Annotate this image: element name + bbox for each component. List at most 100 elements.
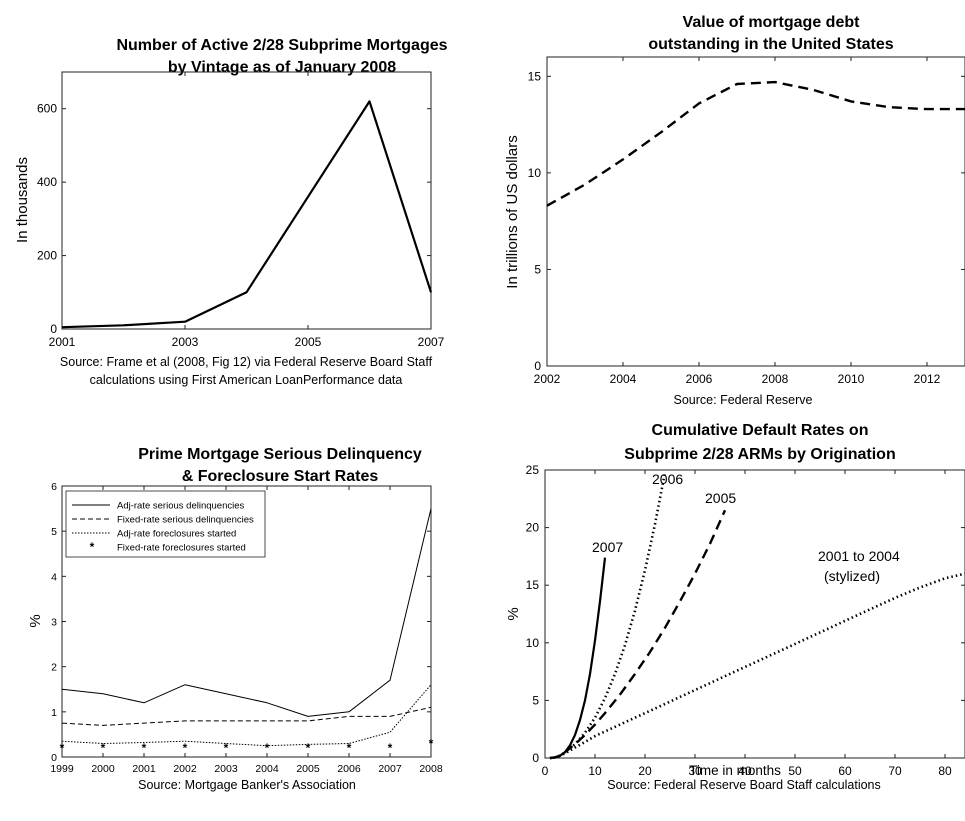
- x-tick-label: 2001: [132, 763, 156, 775]
- chart-title-line: Value of mortgage debt: [683, 14, 861, 31]
- x-tick-label: 2006: [337, 763, 361, 775]
- y-tick-label: 0: [532, 751, 539, 765]
- y-axis-label: In trillions of US dollars: [504, 135, 521, 288]
- x-tick-label: 60: [838, 764, 852, 778]
- chart-title-line: Cumulative Default Rates on: [652, 422, 869, 439]
- x-tick-label: 2003: [214, 763, 238, 775]
- plot-frame: [546, 56, 965, 367]
- x-tick-label: 2007: [418, 335, 445, 349]
- x-tick-label: 2003: [172, 335, 199, 349]
- x-tick-label: 0: [542, 764, 549, 778]
- data-point-star: *: [429, 736, 434, 750]
- x-tick-label: 2005: [296, 763, 320, 775]
- chart-title-line: Prime Mortgage Serious Delinquency: [138, 446, 422, 463]
- y-tick-label: 5: [534, 262, 541, 276]
- curve-label: 2006: [652, 471, 683, 487]
- y-tick-label: 600: [37, 102, 57, 116]
- chart-title-line: Subprime 2/28 ARMs by Origination: [624, 446, 895, 463]
- chart-title-line: Number of Active 2/28 Subprime Mortgages: [116, 37, 447, 54]
- plot-frame: [61, 71, 432, 330]
- y-tick-label: 6: [51, 481, 57, 493]
- y-tick-label: 10: [528, 166, 542, 180]
- source-line: calculations using First American LoanPe…: [90, 373, 403, 387]
- legend-entry-label: Fixed-rate serious delinquencies: [117, 515, 254, 526]
- data-point-star: *: [265, 741, 270, 755]
- x-tick-label: 2008: [762, 372, 789, 386]
- y-tick-label: 1: [51, 707, 57, 719]
- x-tick-label: 20: [638, 764, 652, 778]
- source-line: Source: Frame et al (2008, Fig 12) via F…: [60, 355, 433, 369]
- curve-label: 2001 to 2004: [818, 548, 900, 564]
- data-point-star: *: [224, 741, 229, 755]
- y-tick-label: 3: [51, 617, 57, 629]
- x-tick-label: 30: [688, 764, 702, 778]
- x-tick-label: 1999: [50, 763, 74, 775]
- y-tick-label: 15: [526, 578, 540, 592]
- y-tick-label: 20: [526, 521, 540, 535]
- series-line: [61, 684, 432, 747]
- chart-3: Prime Mortgage Serious Delinquency & Fore…: [27, 446, 443, 792]
- series-line: [546, 80, 965, 207]
- x-tick-label: 2000: [91, 763, 115, 775]
- series-line: [61, 508, 432, 717]
- series-line: [549, 509, 727, 760]
- x-tick-label: 50: [788, 764, 802, 778]
- y-tick-label: 25: [526, 463, 540, 477]
- data-point-star: *: [347, 741, 352, 755]
- chart-title-line: outstanding in the United States: [648, 36, 893, 53]
- source-line: Source: Mortgage Banker's Association: [138, 778, 356, 792]
- y-tick-label: 5: [51, 526, 57, 538]
- y-tick-label: 15: [528, 69, 542, 83]
- legend-marker: *: [90, 540, 95, 554]
- x-tick-label: 80: [938, 764, 952, 778]
- x-tick-label: 40: [738, 764, 752, 778]
- x-tick-label: 2004: [610, 372, 637, 386]
- data-point-star: *: [142, 741, 147, 755]
- x-tick-label: 2002: [534, 372, 561, 386]
- chart-1: Number of Active 2/28 Subprime Mortgages…: [14, 37, 448, 387]
- x-tick-label: 2008: [419, 763, 443, 775]
- x-tick-label: 2007: [378, 763, 402, 775]
- x-tick-label: 2006: [686, 372, 713, 386]
- curve-label: 2007: [592, 539, 623, 555]
- y-tick-label: 10: [526, 636, 540, 650]
- series-line: [549, 472, 667, 760]
- x-axis-label: Time in months: [689, 763, 781, 778]
- data-point-star: *: [101, 741, 106, 755]
- x-tick-label: 2001: [49, 335, 76, 349]
- source-line: Source: Federal Reserve: [674, 393, 813, 407]
- data-point-star: *: [183, 741, 188, 755]
- y-axis-label: %: [27, 614, 44, 627]
- legend: Adj-rate serious delinquencies Fixed-rate…: [65, 490, 266, 558]
- chart-title-line: by Vintage as of January 2008: [168, 59, 396, 76]
- curve-label: 2005: [705, 490, 736, 506]
- chart-title-line: & Foreclosure Start Rates: [182, 468, 379, 485]
- y-tick-label: 400: [37, 175, 57, 189]
- legend-box: [65, 490, 266, 558]
- plot-frame: [544, 469, 965, 759]
- y-tick-label: 4: [51, 571, 57, 583]
- y-axis-label: %: [505, 607, 522, 620]
- legend-entry-label: Adj-rate serious delinquencies: [117, 501, 245, 512]
- y-tick-label: 2: [51, 662, 57, 674]
- y-tick-label: 5: [532, 693, 539, 707]
- legend-entry-label: Fixed-rate foreclosures started: [117, 543, 246, 554]
- series-line: [61, 100, 433, 329]
- y-tick-label: 0: [51, 752, 57, 764]
- curve-sublabel: (stylized): [824, 568, 880, 584]
- data-point-star: *: [388, 741, 393, 755]
- x-tick-label: 2012: [914, 372, 941, 386]
- y-tick-label: 0: [534, 359, 541, 373]
- x-tick-label: 2004: [255, 763, 279, 775]
- data-point-star: *: [60, 741, 65, 755]
- legend-entry-label: Adj-rate foreclosures started: [117, 529, 236, 540]
- chart-2: Value of mortgage debt outstanding in the…: [504, 14, 965, 407]
- x-tick-label: 10: [588, 764, 602, 778]
- series-line: [549, 557, 607, 760]
- series-line: [549, 572, 965, 760]
- source-line: Source: Federal Reserve Board Staff calc…: [607, 778, 881, 792]
- x-tick-label: 2010: [838, 372, 865, 386]
- x-tick-label: 2005: [295, 335, 322, 349]
- y-axis-label: In thousands: [14, 157, 31, 243]
